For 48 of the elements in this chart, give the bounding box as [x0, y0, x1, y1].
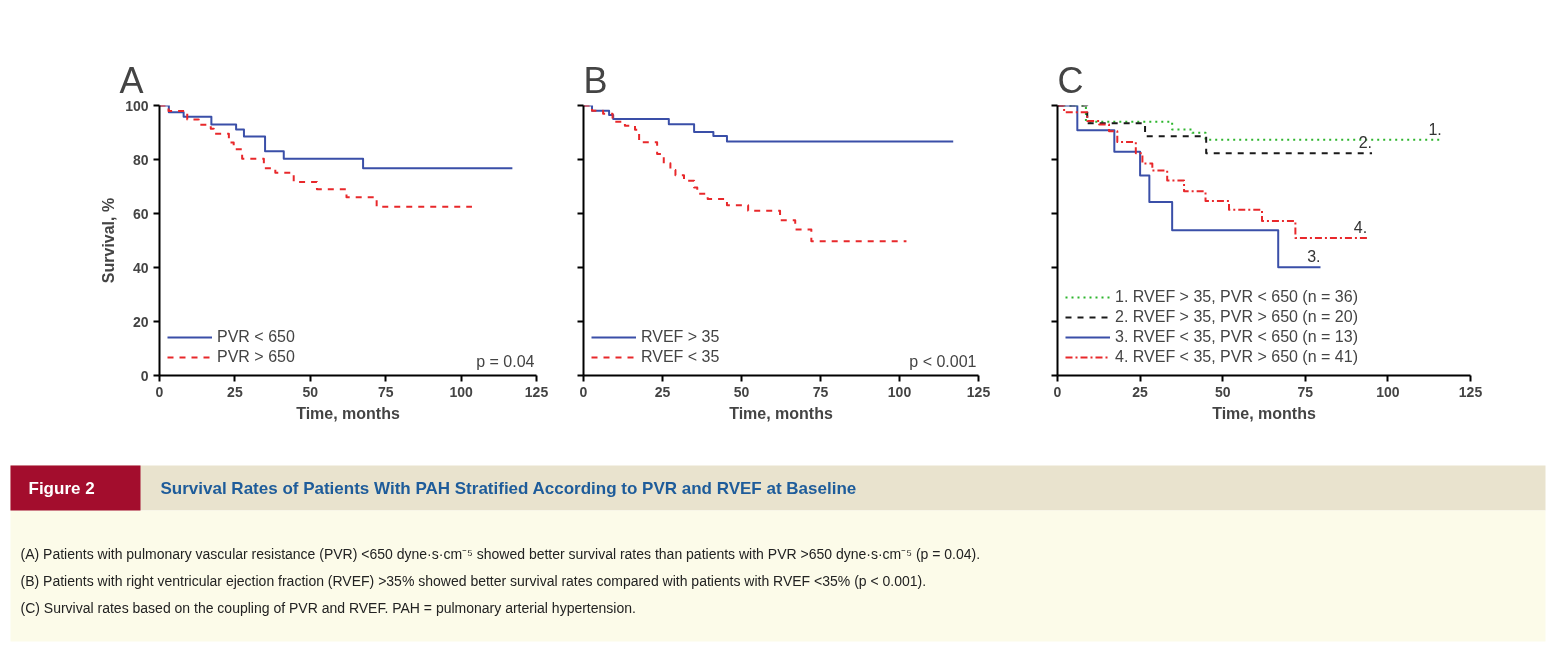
- text: (B) Patients with right ventricular ejection fraction (RVEF) >35% showed better survival rates compared with patients with RVEF <35% (p < 0.001).: [20, 572, 927, 589]
- text: (C) Survival rates based on the coupling of PVR and RVEF. PAH = pulmonary arterial hypertension.: [20, 599, 636, 616]
- y-axis-title: Survival, %: [100, 197, 118, 284]
- annotation: 3.: [1307, 248, 1321, 266]
- x-tick-label: 75: [812, 383, 829, 400]
- annotation: 1.: [1428, 120, 1442, 138]
- x-tick-label: 25: [654, 383, 671, 400]
- annotation: p < 0.001: [909, 352, 977, 370]
- annotation: p = 0.04: [476, 352, 535, 370]
- x-tick-label: 75: [1297, 383, 1314, 400]
- x-tick-label: 0: [155, 383, 164, 400]
- legend-label: 4. RVEF < 35, PVR > 650 (n = 41): [1115, 348, 1358, 366]
- chart-title: B: [583, 59, 608, 101]
- x-tick-label: 50: [733, 383, 750, 400]
- text: (A) Patients with pulmonary vascular resistance (PVR) <650 dyne·s·cm⁻⁵ showed better survival rates than patients with PVR >650 dyne·s·cm⁻⁵ (p = 0.04).: [20, 545, 981, 562]
- x-tick-label: 125: [1458, 383, 1483, 400]
- x-axis-title: Time, months: [296, 404, 400, 422]
- x-tick-label: 0: [1053, 383, 1062, 400]
- y-tick-label: 40: [132, 259, 149, 276]
- chart-title: C: [1057, 59, 1084, 101]
- legend-label: RVEF < 35: [641, 348, 720, 366]
- legend-label: 2. RVEF > 35, PVR > 650 (n = 20): [1115, 308, 1358, 326]
- x-tick-label: 50: [1214, 383, 1231, 400]
- legend-label: 3. RVEF < 35, PVR < 650 (n = 13): [1115, 328, 1358, 346]
- y-tick-label: 0: [140, 367, 149, 384]
- x-tick-label: 100: [1376, 383, 1400, 400]
- x-tick-label: 25: [1132, 383, 1149, 400]
- x-tick-label: 0: [579, 383, 588, 400]
- annotation: 4.: [1353, 219, 1368, 237]
- legend-label: PVR < 650: [217, 328, 295, 346]
- legend-label: RVEF > 35: [641, 328, 720, 346]
- x-axis-title: Time, months: [1212, 404, 1316, 422]
- legend-label: PVR > 650: [217, 348, 295, 366]
- text: Survival Rates of Patients With PAH Stratified According to PVR and RVEF at Baseline: [160, 479, 857, 498]
- x-axis-title: Time, months: [729, 404, 833, 422]
- x-tick-label: 125: [524, 383, 549, 400]
- annotation: 2.: [1358, 134, 1373, 152]
- x-tick-label: 25: [227, 383, 243, 400]
- x-tick-label: 100: [449, 383, 473, 400]
- y-tick-label: 80: [132, 151, 149, 168]
- legend-label: 1. RVEF > 35, PVR < 650 (n = 36): [1115, 288, 1358, 306]
- y-tick-label: 60: [132, 205, 149, 222]
- x-tick-label: 125: [966, 383, 991, 400]
- x-tick-label: 75: [377, 383, 394, 400]
- x-tick-label: 50: [302, 383, 319, 400]
- x-tick-label: 100: [887, 383, 912, 400]
- text: Figure 2: [28, 479, 95, 498]
- y-tick-label: 20: [132, 313, 149, 330]
